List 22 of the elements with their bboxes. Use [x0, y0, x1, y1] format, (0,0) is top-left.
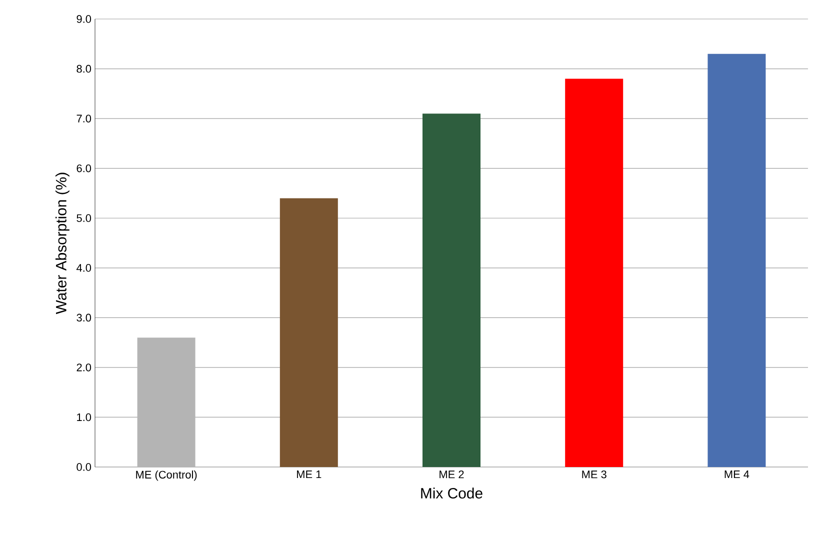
y-tick-label: 8.0	[76, 64, 92, 73]
y-tick-label: 2.0	[76, 364, 92, 372]
bar	[708, 54, 766, 467]
y-tick-label: 4.0	[76, 264, 92, 272]
y-tick-label: 0.0	[76, 463, 92, 471]
bar	[280, 198, 338, 467]
y-tick-label: 9.0	[76, 15, 92, 23]
y-tick-label: 3.0	[76, 314, 92, 322]
y-tick-label: 1.0	[77, 413, 92, 422]
x-tick-label: ME 3	[582, 470, 606, 478]
bar	[422, 114, 481, 467]
y-axis-title: Water Absorption (%)	[55, 172, 70, 314]
y-tick-label: 6.0	[76, 164, 92, 172]
x-axis-title: Mix Code	[421, 488, 482, 499]
x-tick-label: ME (Control)	[136, 470, 197, 481]
x-tick-label: ME 4	[724, 470, 750, 478]
y-tick-label: 7.0	[76, 114, 92, 122]
y-tick-label: 5.0	[76, 214, 92, 222]
x-tick-label: ME 2	[440, 470, 464, 478]
bar	[137, 338, 196, 467]
bar	[565, 78, 624, 467]
x-tick-label: ME 1	[297, 470, 322, 478]
